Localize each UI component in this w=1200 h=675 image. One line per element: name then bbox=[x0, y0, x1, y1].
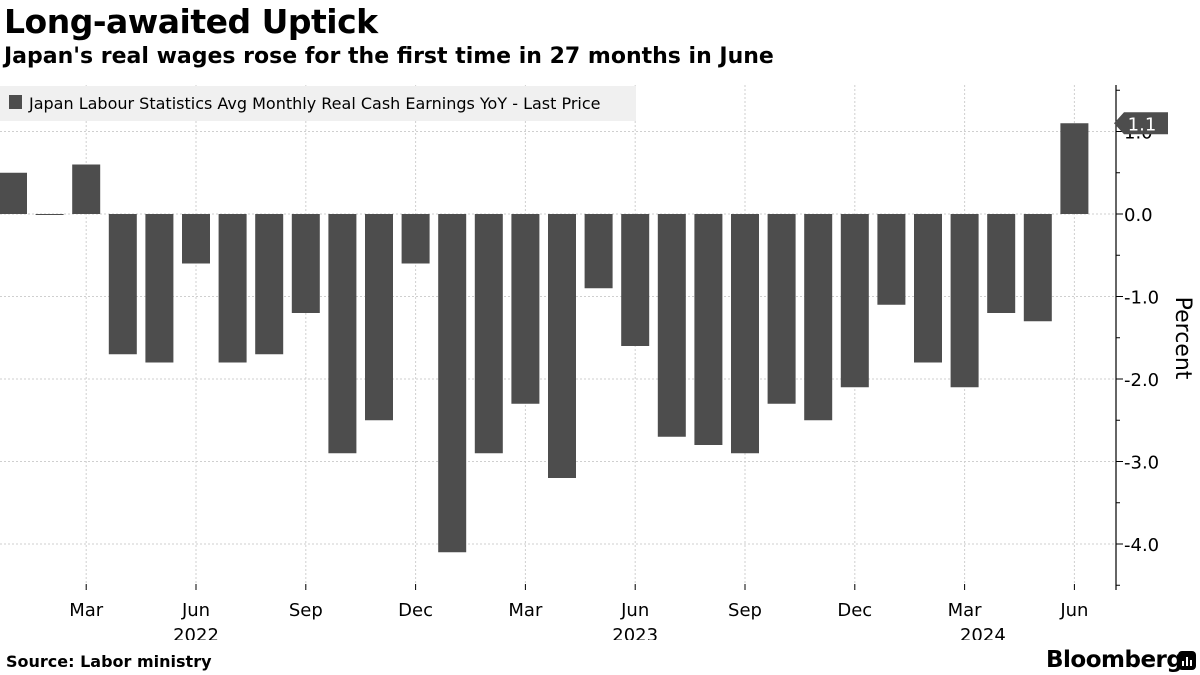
y-axis: 1.00.0-1.0-2.0-3.0-4.0 bbox=[1115, 85, 1159, 590]
bar: 2023-10: -2.3 bbox=[767, 214, 796, 404]
y-tick-label: -2.0 bbox=[1124, 370, 1159, 391]
bar: 2023-12: -2.1 bbox=[840, 214, 869, 388]
bar: 2024-03: -2.1 bbox=[950, 214, 979, 388]
x-tick-label: Mar bbox=[69, 600, 104, 621]
bar: 2022-05: -1.8 bbox=[145, 214, 174, 363]
x-tick-label: Jun bbox=[181, 600, 210, 621]
bar: 2024-05: -1.3 bbox=[1023, 214, 1052, 322]
x-tick-label: Dec bbox=[837, 600, 872, 621]
bar: 2023-09: -2.9 bbox=[731, 214, 759, 454]
legend-label: Japan Labour Statistics Avg Monthly Real… bbox=[28, 94, 601, 113]
legend-box bbox=[0, 86, 636, 121]
legend-swatch bbox=[9, 95, 22, 109]
y-tick-label: -4.0 bbox=[1124, 535, 1159, 556]
bar: 2023-07: -2.7 bbox=[657, 214, 686, 437]
bar: 2022-04: -1.7 bbox=[108, 214, 137, 355]
y-tick-label: -3.0 bbox=[1124, 453, 1159, 474]
bar: 2022-06: -0.6 bbox=[182, 214, 210, 264]
bar-chart: 2022-01: 0.52022-02: 02022-03: 0.62022-0… bbox=[0, 85, 1195, 640]
bar: 2024-02: -1.8 bbox=[914, 214, 942, 363]
last-value-marker: 1.1 bbox=[1114, 112, 1168, 135]
source-note: Source: Labor ministry bbox=[6, 652, 212, 671]
bar: 2022-03: 0.6 bbox=[72, 164, 101, 214]
legend: Japan Labour Statistics Avg Monthly Real… bbox=[0, 86, 636, 121]
bars: 2022-01: 0.52022-02: 02022-03: 0.62022-0… bbox=[0, 123, 1089, 553]
chart-title: Long-awaited Uptick bbox=[4, 2, 378, 41]
bar: 2023-01: -4.1 bbox=[438, 214, 467, 553]
last-value-tag bbox=[1114, 112, 1168, 135]
x-axis-labels: Mar Jun Sep Dec Mar Jun Sep Dec Mar Jun 2022 2023 20… bbox=[69, 584, 1088, 640]
bar: 2022-10: -2.9 bbox=[328, 214, 357, 454]
chart-subtitle: Japan's real wages rose for the first ti… bbox=[4, 44, 774, 69]
bar: 2023-06: -1.6 bbox=[621, 214, 650, 346]
bar: 2023-03: -2.3 bbox=[511, 214, 540, 404]
y-tick-label: -1.0 bbox=[1124, 288, 1159, 309]
bar: 2022-09: -1.2 bbox=[291, 214, 320, 313]
bar: 2022-02: 0 bbox=[35, 214, 64, 215]
bar: 2023-04: -3.2 bbox=[548, 214, 576, 478]
bar: 2023-02: -2.9 bbox=[474, 214, 503, 454]
x-year-label: 2023 bbox=[612, 625, 658, 640]
bar: 2023-08: -2.8 bbox=[694, 214, 723, 445]
last-value-label: 1.1 bbox=[1128, 114, 1157, 135]
x-tick-label: Jun bbox=[620, 600, 649, 621]
x-tick-label: Sep bbox=[728, 600, 762, 621]
y-axis-label: Percent bbox=[1170, 297, 1195, 380]
bar: 2022-11: -2.5 bbox=[365, 214, 393, 421]
bar: 2024-06: 1.1 bbox=[1060, 123, 1089, 214]
bar: 2024-01: -1.1 bbox=[877, 214, 906, 305]
bar: 2022-08: -1.7 bbox=[255, 214, 284, 355]
bloomberg-terminal-icon bbox=[1178, 651, 1196, 670]
bar: 2023-11: -2.5 bbox=[804, 214, 833, 421]
y-tick-label: 0.0 bbox=[1124, 205, 1153, 226]
x-tick-label: Mar bbox=[508, 600, 543, 621]
bar: 2023-05: -0.9 bbox=[584, 214, 613, 289]
x-tick-label: Sep bbox=[289, 600, 323, 621]
x-year-label: 2024 bbox=[960, 625, 1006, 640]
x-tick-label: Jun bbox=[1059, 600, 1088, 621]
bar: 2022-01: 0.5 bbox=[0, 172, 27, 214]
x-tick-label: Dec bbox=[398, 600, 433, 621]
x-year-label: 2022 bbox=[173, 625, 219, 640]
bar: 2022-07: -1.8 bbox=[218, 214, 247, 363]
x-tick-label: Mar bbox=[948, 600, 983, 621]
bar: 2022-12: -0.6 bbox=[401, 214, 430, 264]
bar: 2024-04: -1.2 bbox=[987, 214, 1016, 313]
bloomberg-logo: Bloomberg bbox=[1046, 647, 1183, 673]
